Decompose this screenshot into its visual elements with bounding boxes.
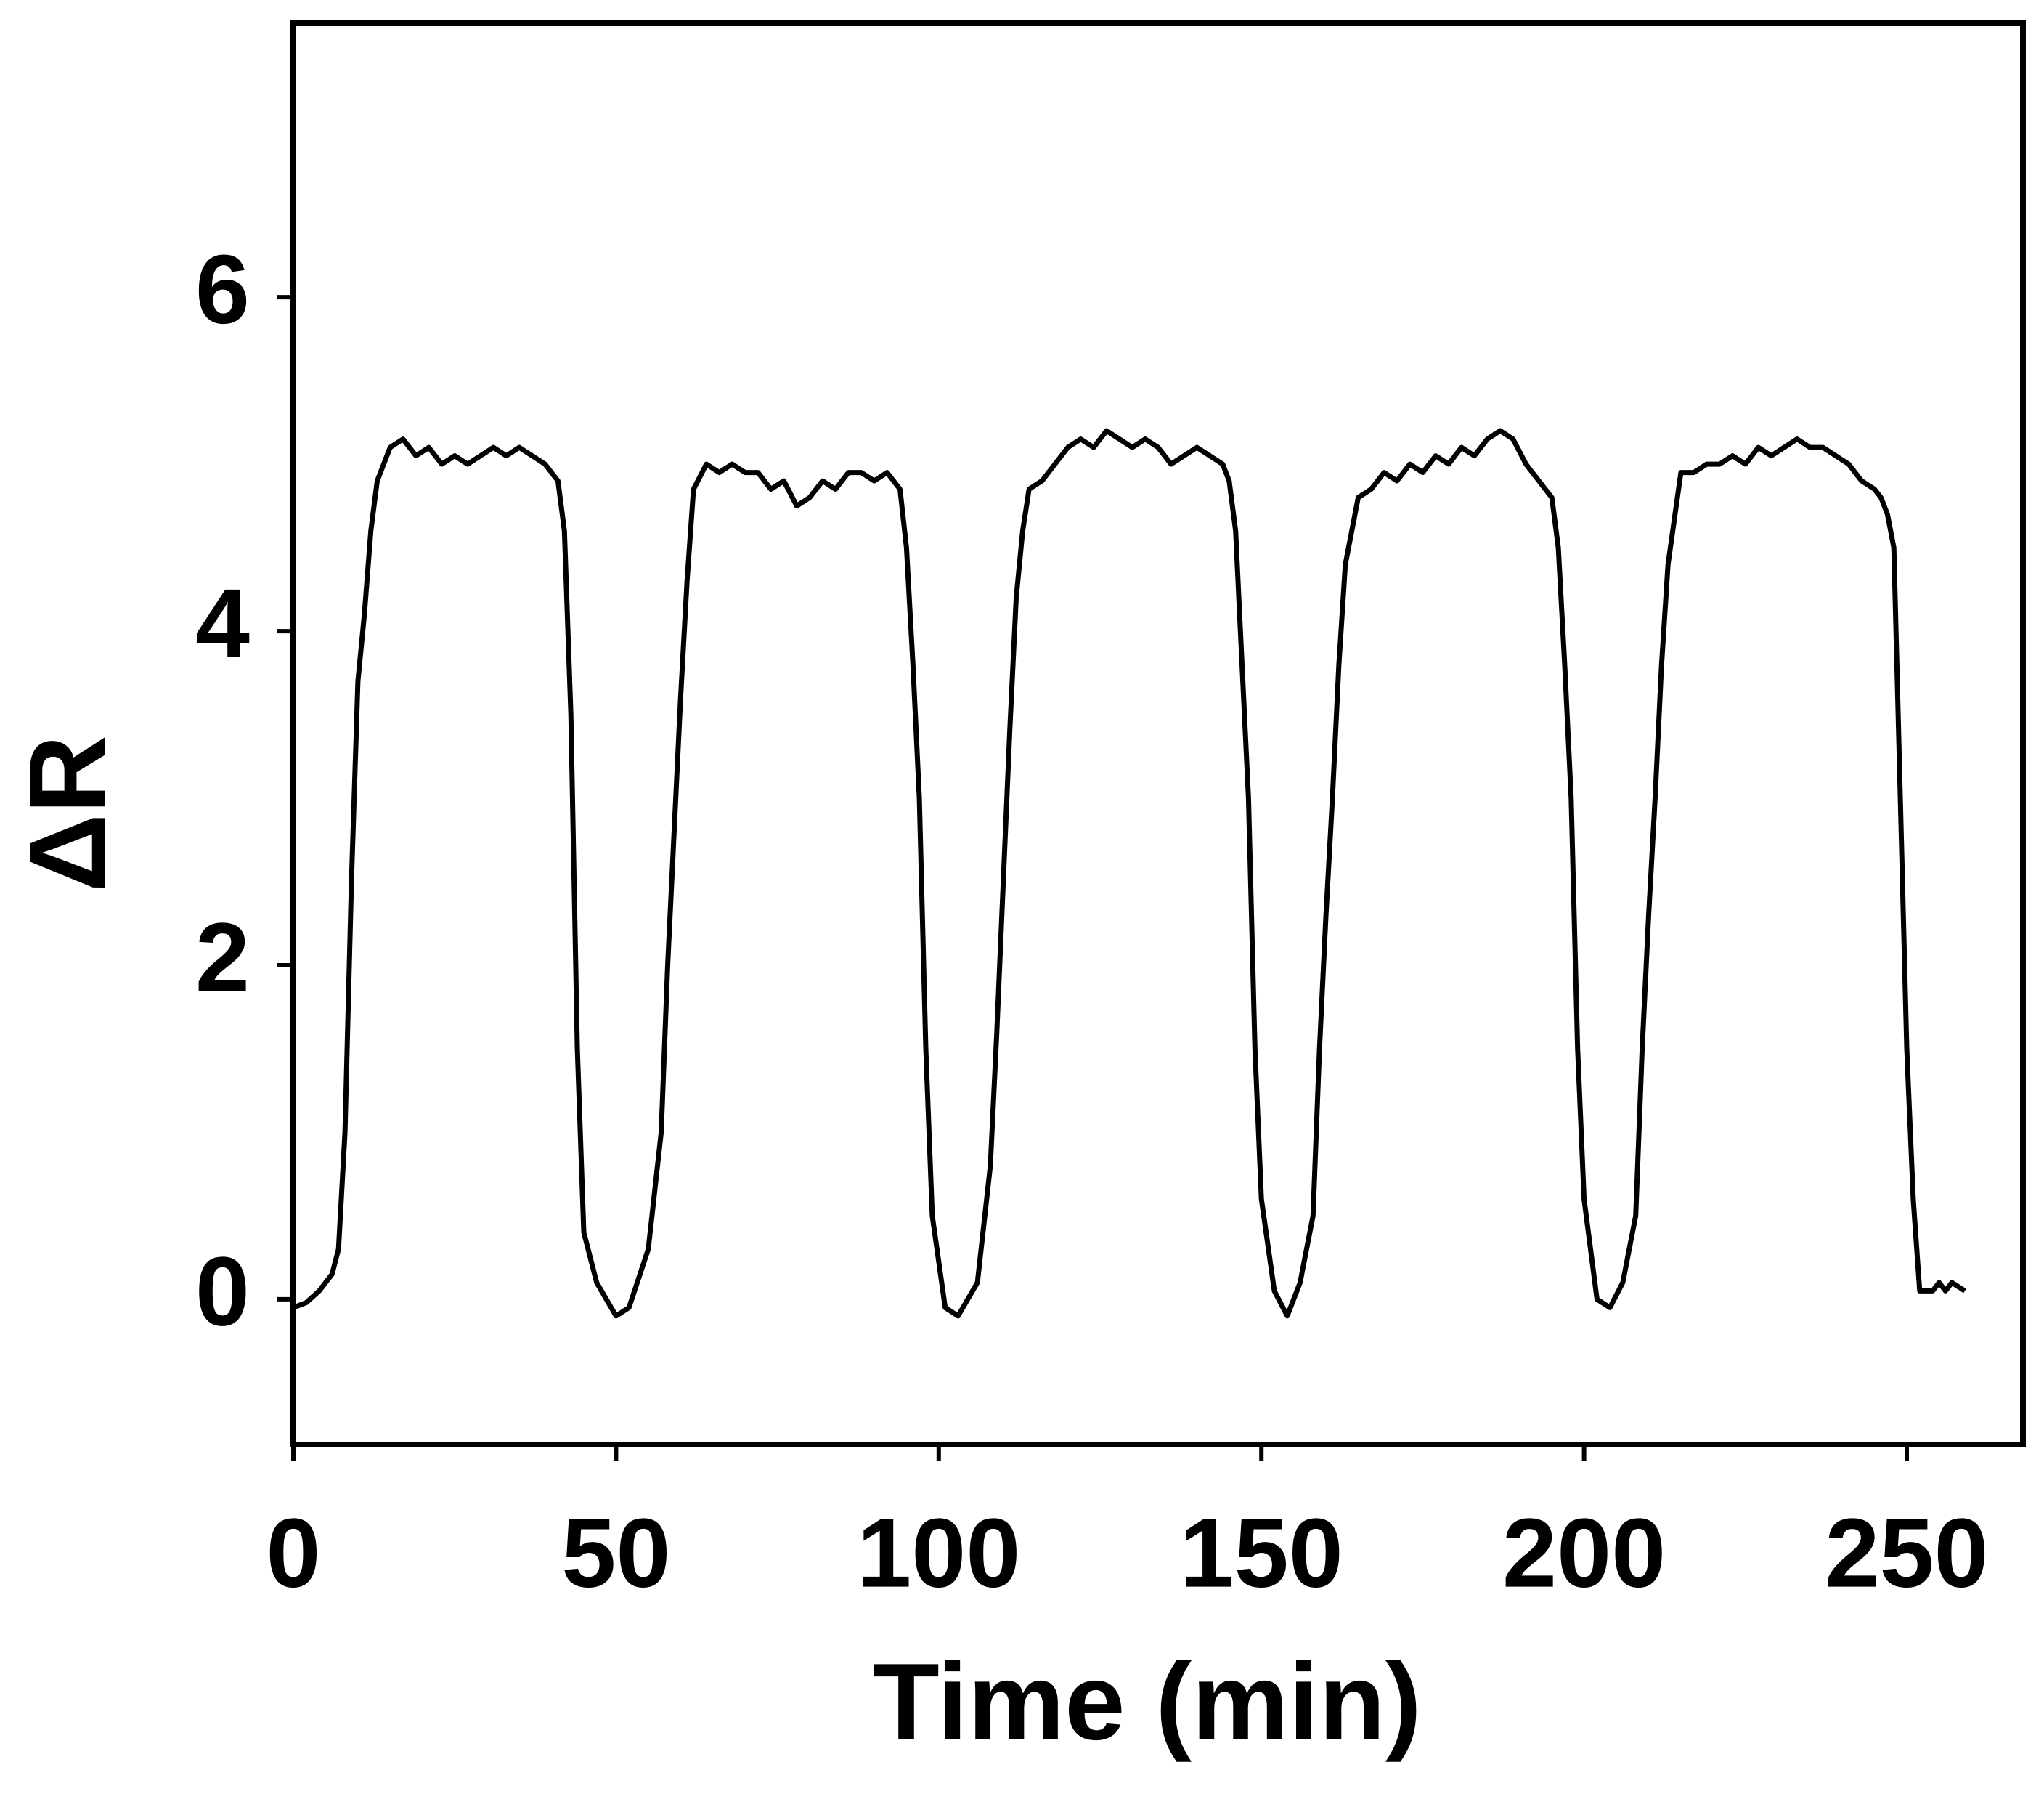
- x-axis-label: Time (min): [873, 1641, 1422, 1763]
- y-tick-label: 6: [195, 235, 250, 344]
- y-tick-label: 4: [195, 569, 250, 678]
- x-tick-label: 250: [1825, 1498, 1988, 1608]
- y-tick-label: 2: [195, 903, 250, 1012]
- x-tick-label: 50: [561, 1498, 670, 1608]
- y-axis-label: ΔR: [7, 735, 129, 892]
- x-tick-label: 200: [1502, 1498, 1666, 1608]
- x-tick-label: 150: [1180, 1498, 1343, 1608]
- x-tick-label: 100: [857, 1498, 1020, 1608]
- y-tick-label: 0: [195, 1237, 250, 1347]
- plot-frame: [290, 20, 2026, 1447]
- x-tick-label: 0: [266, 1498, 320, 1608]
- data-line: [292, 428, 1966, 1319]
